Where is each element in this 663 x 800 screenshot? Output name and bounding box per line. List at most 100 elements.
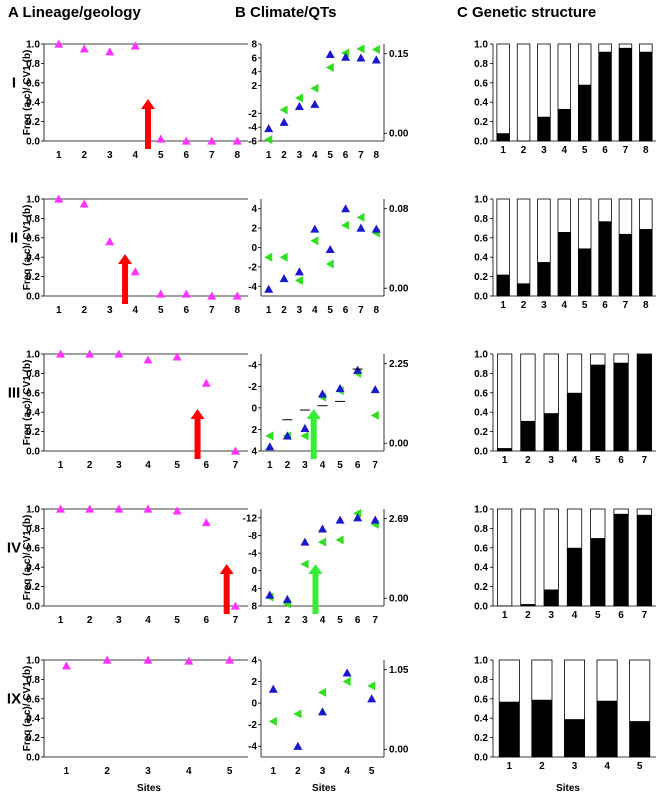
lineage-panel: 0.0 0.2 0.4 0.6 0.8 1.0 1 2 3 4 5 xyxy=(26,655,248,777)
y-tick-label: 2 xyxy=(251,81,257,92)
x-tick-label: 6 xyxy=(183,305,189,316)
x-tick-label: 7 xyxy=(209,150,215,161)
x-tick-label: 6 xyxy=(602,145,608,156)
row-label: III xyxy=(8,385,21,402)
bar xyxy=(499,701,520,757)
y-tick-label: 0.2 xyxy=(474,117,488,128)
bar xyxy=(497,448,512,451)
qt-point xyxy=(279,105,288,115)
x-tick-label: 2 xyxy=(285,615,291,626)
y-tick-label: 6 xyxy=(251,53,257,64)
bar xyxy=(496,133,510,141)
x-tick-label: 8 xyxy=(374,305,380,316)
qt-point xyxy=(279,252,288,262)
x-tick-label: 3 xyxy=(572,761,578,772)
y-tick-label: 0.2 xyxy=(26,582,40,593)
y-tick-label: -8 xyxy=(248,531,257,542)
lineage-point xyxy=(232,136,242,145)
qt-point xyxy=(342,677,351,687)
lineage-point xyxy=(232,291,242,300)
y-axis-label: Freq (a,c)/ CV1 (b) xyxy=(22,515,33,601)
cv1-point xyxy=(300,537,310,546)
climate-panel: 420-2-40.080.001 2 3 4 5 6 7 8 xyxy=(248,199,409,316)
genetic-panel: 0.0 0.2 0.4 0.6 0.8 1.0 1 2 3 4 5 6 7 8 xyxy=(474,40,656,156)
x-tick-label: 4 xyxy=(344,766,350,777)
lineage-point xyxy=(156,289,166,298)
y-axis-label: Freq (a,c)/ CV1 (b) xyxy=(22,50,33,136)
right-tick-label: 0.00 xyxy=(389,129,409,140)
xlabel-lineage: Sites xyxy=(137,783,161,794)
y-tick-label: 8 xyxy=(251,40,257,51)
cv1-point xyxy=(265,442,275,451)
cv1-point xyxy=(370,385,380,394)
qt-point xyxy=(335,535,344,545)
qt-point xyxy=(370,410,379,420)
y-tick-label: 1.0 xyxy=(474,40,488,51)
x-tick-label: 7 xyxy=(358,150,364,161)
x-tick-label: 5 xyxy=(158,305,164,316)
cv1-point xyxy=(370,515,380,524)
panel-rows: I Freq (a,c)/ CV1 (b)0.00.20.40.60.81.01 2… xyxy=(7,39,656,777)
x-tick-label: 2 xyxy=(81,150,87,161)
y-tick-label: 0.0 xyxy=(474,447,488,458)
cv1-point xyxy=(325,244,335,254)
cv1-point xyxy=(341,204,351,213)
x-tick-label: 5 xyxy=(337,615,343,626)
x-tick-label: 6 xyxy=(602,300,608,311)
y-tick-label: 2 xyxy=(251,425,257,436)
x-tick-label: 3 xyxy=(541,300,547,311)
y-tick-label: -2 xyxy=(248,262,257,273)
x-tick-label: 7 xyxy=(372,615,378,626)
bar xyxy=(619,47,632,141)
qt-point xyxy=(367,681,376,691)
x-tick-label: 7 xyxy=(642,610,648,621)
bar xyxy=(537,116,551,141)
y-tick-label: 0.0 xyxy=(474,292,488,303)
x-tick-label: 2 xyxy=(285,460,291,471)
x-tick-label: 7 xyxy=(372,460,378,471)
x-tick-label: 1 xyxy=(502,455,508,466)
x-tick-label: 5 xyxy=(595,455,601,466)
y-tick-label: 1.0 xyxy=(26,505,40,516)
x-tick-label: 4 xyxy=(572,610,578,621)
y-tick-label: 0.0 xyxy=(474,753,488,764)
lineage-point xyxy=(143,655,153,664)
y-tick-label: 0.4 xyxy=(26,98,40,109)
bar xyxy=(578,248,592,296)
y-tick-label: 4 xyxy=(251,67,257,78)
x-tick-label: 3 xyxy=(107,150,113,161)
x-tick-label: 6 xyxy=(204,615,210,626)
y-tick-label: -4 xyxy=(248,549,257,560)
cv1-point xyxy=(335,383,345,393)
bar-frame xyxy=(496,43,510,142)
cv1-point xyxy=(356,53,366,62)
x-tick-label: 1 xyxy=(58,615,64,626)
bar xyxy=(639,229,653,296)
y-axis-label: Freq (a,c)/ CV1 (b) xyxy=(22,666,33,752)
y-tick-label: -2 xyxy=(248,720,257,731)
x-tick-label: 3 xyxy=(297,150,303,161)
x-tick-label: 1 xyxy=(266,150,272,161)
x-tick-label: 1 xyxy=(271,766,277,777)
row-label: I xyxy=(12,75,16,92)
bar xyxy=(598,51,612,142)
lineage-point xyxy=(181,289,191,298)
row-iv: IV Freq (a,c)/ CV1 (b)0.00.20.40.60.81.01… xyxy=(7,504,656,626)
y-tick-label: 0.4 xyxy=(474,714,488,725)
barrier-arrow xyxy=(190,409,205,459)
x-tick-label: 4 xyxy=(145,460,151,471)
bar-frame xyxy=(520,508,536,607)
bar xyxy=(496,274,510,296)
y-tick-label: 0.8 xyxy=(26,59,40,70)
x-tick-label: 4 xyxy=(132,150,138,161)
x-tick-label: 1 xyxy=(500,300,506,311)
x-tick-label: 2 xyxy=(521,145,527,156)
cv1-point xyxy=(282,431,292,440)
x-tick-label: 2 xyxy=(104,766,110,777)
lineage-point xyxy=(102,655,112,664)
y-tick-label: 0.0 xyxy=(26,447,40,458)
x-tick-label: 2 xyxy=(87,460,93,471)
bar xyxy=(567,392,582,451)
